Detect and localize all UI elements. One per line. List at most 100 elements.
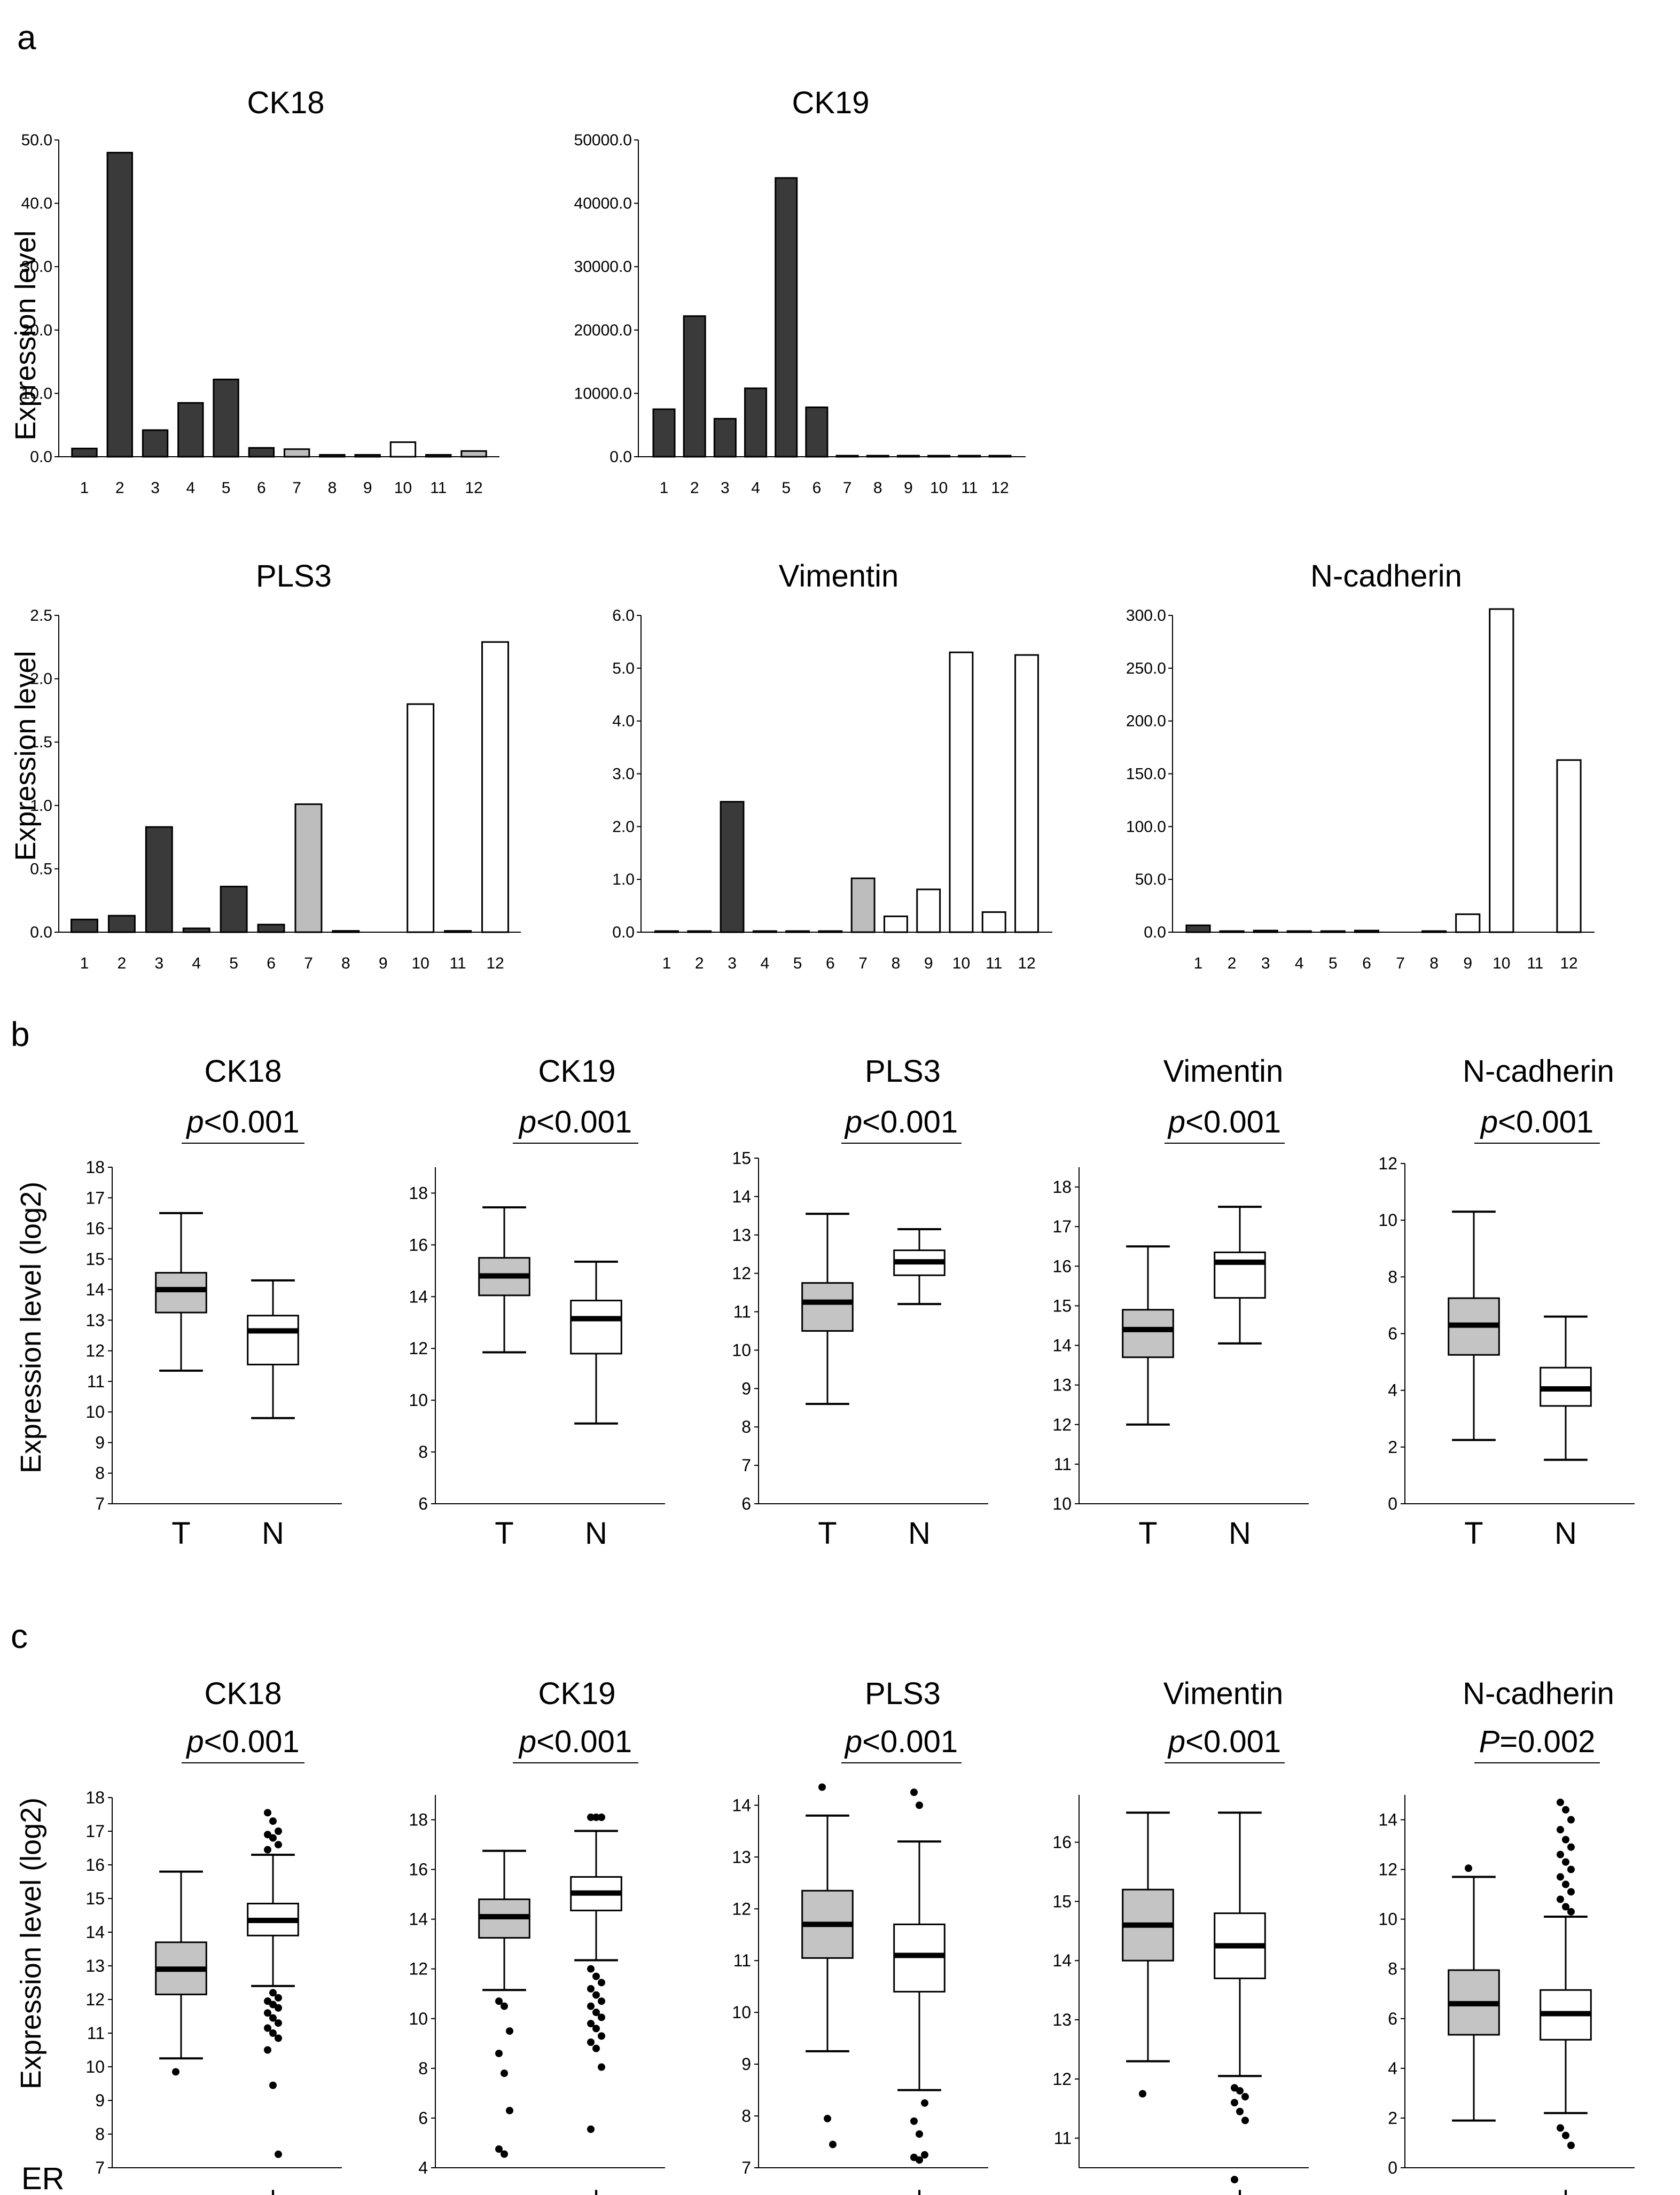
y-tick-label: 9 xyxy=(741,2055,751,2074)
x-tick-label: 8 xyxy=(873,479,882,497)
outlier-point xyxy=(501,2002,508,2010)
p-value-symbol: p xyxy=(844,1724,862,1759)
outlier-point xyxy=(1241,2093,1249,2101)
x-category-label: T xyxy=(495,1516,513,1551)
outlier-point xyxy=(916,2130,923,2138)
y-tick-label: 14 xyxy=(409,1287,428,1306)
y-tick-label: 250.0 xyxy=(1126,660,1166,677)
y-tick-label: 11 xyxy=(733,1951,751,1970)
outlier-point xyxy=(587,2125,595,2133)
y-tick-label: 0 xyxy=(1388,1494,1397,1513)
bar xyxy=(927,455,951,458)
outlier-point xyxy=(587,1985,595,1993)
bar xyxy=(145,826,173,933)
x-tick-label: 7 xyxy=(304,955,313,972)
y-tick-label: 100.0 xyxy=(1126,818,1166,835)
panel-label-c: c xyxy=(11,1617,28,1655)
x-tick-label: 8 xyxy=(1429,955,1439,972)
y-tick-label: 10 xyxy=(732,1340,751,1360)
panel-label-b: b xyxy=(11,1015,30,1053)
p-value-symbol: p xyxy=(1167,1724,1185,1759)
y-axis-title-c: Expression level (log2) xyxy=(15,1798,47,2089)
y-tick-label: 10 xyxy=(85,1402,105,1421)
bar xyxy=(949,651,974,933)
y-tick-label: 8 xyxy=(418,1442,428,1462)
x-category-label: T xyxy=(1464,1516,1483,1551)
y-tick-label: 12 xyxy=(732,1264,751,1283)
y-tick-label: 6 xyxy=(418,1494,428,1513)
y-tick-label: 10 xyxy=(732,2003,751,2022)
p-value-symbol: p xyxy=(844,1105,862,1139)
y-tick-label: 14 xyxy=(85,1923,105,1942)
x-tick-label: 2 xyxy=(115,479,124,497)
outlier-point xyxy=(916,2156,923,2164)
y-tick-label: 13 xyxy=(85,1310,105,1330)
y-tick-label: 11 xyxy=(733,1302,751,1322)
bar xyxy=(283,448,310,458)
bar xyxy=(220,886,248,933)
outlier-point xyxy=(1557,1798,1564,1806)
x-tick-label: 4 xyxy=(1295,955,1304,972)
y-tick-label: 12 xyxy=(1052,1415,1072,1434)
box-iqr xyxy=(155,1272,207,1314)
bar xyxy=(1286,930,1312,933)
y-tick-label: 8 xyxy=(1388,1959,1397,1979)
x-tick-label: 9 xyxy=(363,479,372,497)
bar xyxy=(866,455,889,458)
y-tick-label: 6 xyxy=(1388,1324,1397,1343)
x-tick-label: 6 xyxy=(257,479,266,497)
chart-title: Vimentin xyxy=(1163,1054,1284,1089)
outlier-point xyxy=(1139,2090,1146,2098)
p-value-symbol: p xyxy=(185,1724,204,1759)
bar xyxy=(71,448,98,458)
bar xyxy=(213,378,239,458)
bar xyxy=(182,927,210,933)
y-tick-label: 13 xyxy=(85,1956,105,1975)
outlier-point xyxy=(1557,2124,1564,2132)
chart-title: CK19 xyxy=(792,85,869,120)
chart-title: CK19 xyxy=(538,1054,615,1089)
p-value-label: p<0.001 xyxy=(1167,1105,1281,1139)
y-tick-label: 14 xyxy=(1052,1951,1072,1970)
chart-title: PLS3 xyxy=(865,1676,941,1711)
y-tick-label: 6 xyxy=(1388,2009,1397,2028)
y-tick-label: 10 xyxy=(1052,1494,1072,1513)
bar xyxy=(652,408,676,458)
y-tick-label: 14 xyxy=(1052,1336,1072,1355)
outlier-point xyxy=(598,2063,605,2071)
y-tick-label: 6 xyxy=(741,1494,751,1513)
x-category-label: - xyxy=(176,2180,186,2195)
box-iqr xyxy=(570,1300,622,1355)
outlier-point xyxy=(275,1994,282,2002)
x-tick-label: 5 xyxy=(782,479,791,497)
y-tick-label: 11 xyxy=(1054,1455,1072,1474)
x-tick-label: 2 xyxy=(695,955,704,972)
y-tick-label: 7 xyxy=(95,2158,105,2177)
p-value-symbol: p xyxy=(185,1105,204,1139)
outlier-point xyxy=(921,2151,928,2159)
p-value-label: p<0.001 xyxy=(518,1105,632,1139)
outlier-point xyxy=(1567,1908,1575,1916)
y-tick-label: 200.0 xyxy=(1126,713,1166,730)
y-tick-label: 13 xyxy=(1052,2010,1072,2029)
x-tick-label: 7 xyxy=(1396,955,1405,972)
x-category-label: N xyxy=(1554,1516,1577,1551)
p-value-label: p<0.001 xyxy=(844,1724,958,1759)
bar xyxy=(1455,913,1481,933)
y-tick-label: 7 xyxy=(741,1456,751,1475)
x-category-label: + xyxy=(1231,2180,1249,2195)
bar xyxy=(1556,759,1582,933)
outlier-point xyxy=(264,2046,271,2054)
y-tick-label: 13 xyxy=(732,1847,751,1866)
chart-title: CK18 xyxy=(204,1054,282,1089)
x-category-label: + xyxy=(910,2180,928,2195)
x-tick-label: 1 xyxy=(80,955,89,972)
y-tick-label: 0.0 xyxy=(30,448,52,466)
bar xyxy=(785,930,810,933)
outlier-point xyxy=(264,1846,271,1854)
outlier-point xyxy=(1562,1806,1569,1814)
box-chart-c-vim: Vimentin p<0.001 11 12 13 14 15 16 - + xyxy=(1052,1676,1309,2195)
y-tick-label: 10 xyxy=(85,2057,105,2076)
